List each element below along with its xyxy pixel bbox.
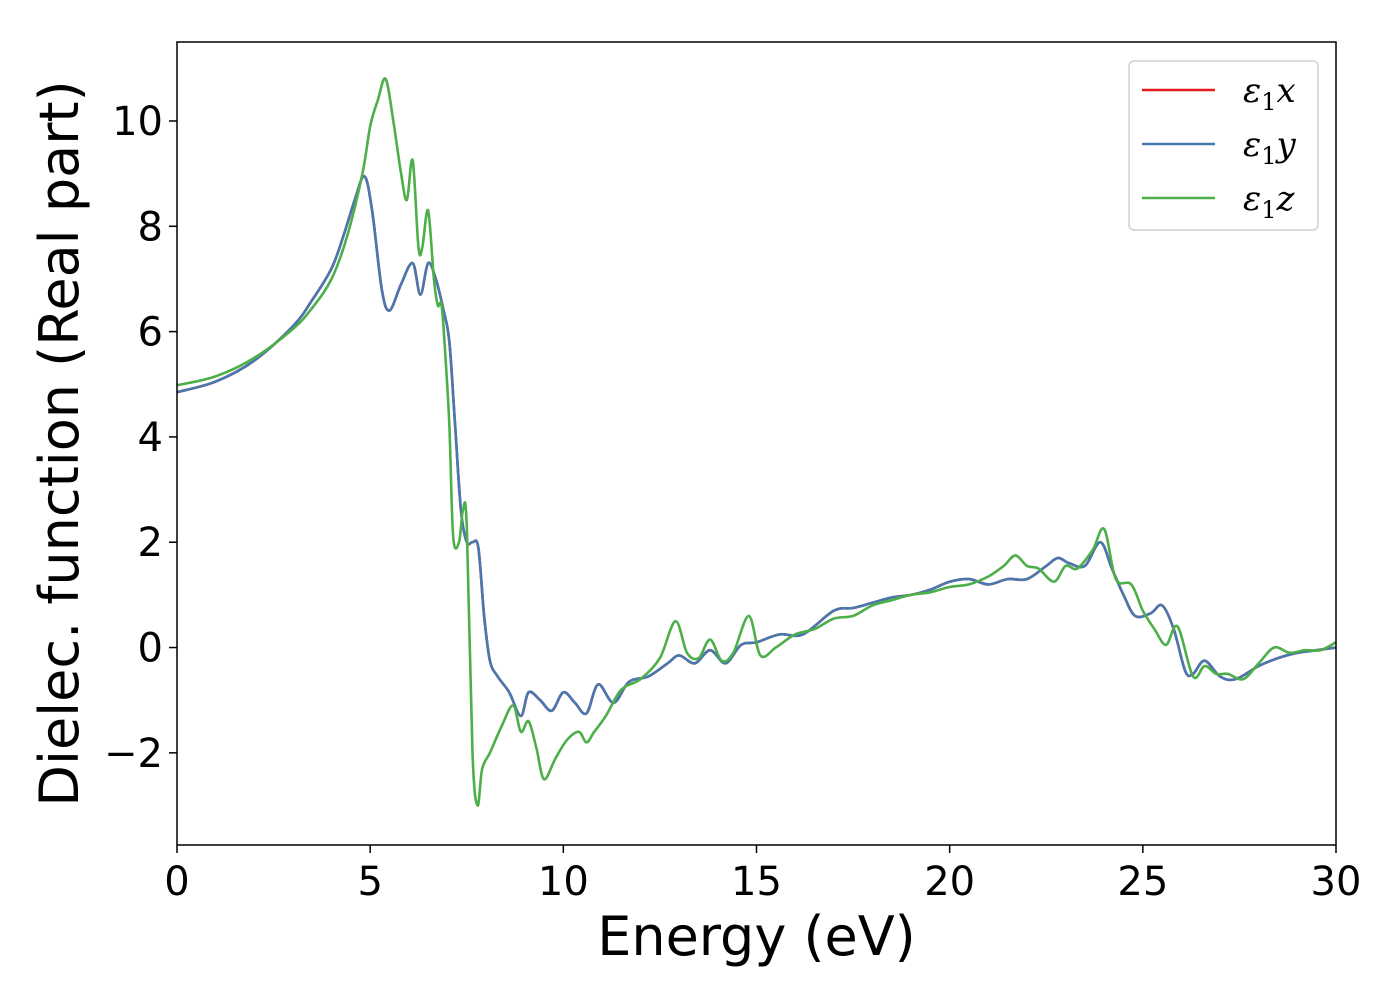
series-line-y bbox=[177, 174, 1336, 718]
y-tick-label: 8 bbox=[138, 204, 163, 250]
series-line-z bbox=[177, 77, 1336, 807]
x-axis: 0 5 10 15 20 25 30 bbox=[164, 845, 1361, 905]
legend-box bbox=[1128, 60, 1319, 231]
x-axis-label: Energy (eV) bbox=[597, 905, 916, 968]
y-tick-label: 10 bbox=[112, 99, 163, 145]
y-tick-label: 0 bbox=[138, 626, 163, 672]
legend-label-y: ε1y bbox=[1243, 125, 1297, 170]
legend: ε1x ε1y ε1z bbox=[1128, 60, 1319, 231]
y-tick-label: 4 bbox=[138, 415, 163, 461]
x-tick-label: 10 bbox=[538, 859, 589, 905]
legend-label-x: ε1x bbox=[1243, 71, 1296, 116]
legend-label-z: ε1z bbox=[1243, 179, 1296, 224]
x-tick-label: 30 bbox=[1311, 859, 1362, 905]
x-tick-label: 15 bbox=[731, 859, 782, 905]
y-tick-label: 6 bbox=[138, 310, 163, 356]
x-tick-label: 0 bbox=[164, 859, 189, 905]
series-layer bbox=[177, 77, 1336, 807]
x-tick-label: 20 bbox=[924, 859, 975, 905]
x-tick-label: 25 bbox=[1117, 859, 1168, 905]
y-tick-label: −2 bbox=[104, 731, 163, 777]
x-tick-label: 5 bbox=[357, 859, 382, 905]
y-axis-label: Dielec. function (Real part) bbox=[28, 80, 91, 806]
y-tick-label: 2 bbox=[138, 520, 163, 566]
y-axis: −2 0 2 4 6 8 10 bbox=[104, 99, 177, 777]
